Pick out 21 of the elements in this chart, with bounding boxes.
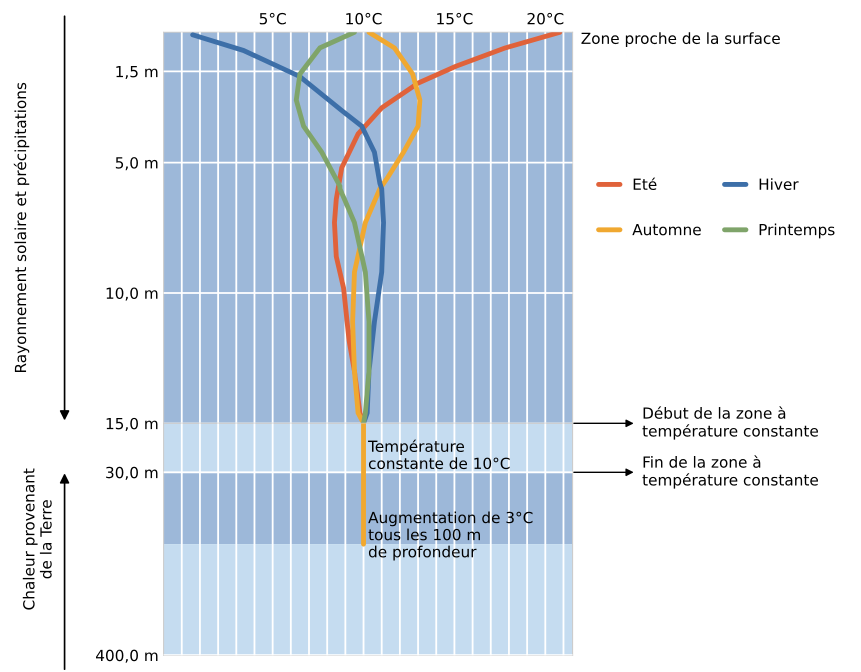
x-tick-label: 10°C xyxy=(346,12,382,24)
x-tick-label: 15°C xyxy=(437,12,472,24)
y-tick-label: 30,0 m xyxy=(106,466,158,480)
y-axis-title: Chaleur provenant de la Terre xyxy=(22,468,52,610)
legend-label: Hiver xyxy=(760,178,799,190)
y-tick-label: 400,0 m xyxy=(96,650,158,663)
y-tick-label: 5,0 m xyxy=(116,157,158,170)
annotation: Augmentation de 3°C tous les 100 m de profondeur xyxy=(368,511,532,560)
y-tick-label: 10,0 m xyxy=(106,287,158,301)
x-tick-label: 5°C xyxy=(260,12,286,24)
legend-label: Printemps xyxy=(760,224,834,238)
legend-label: Automne xyxy=(632,224,701,236)
text: Zone proche de la surface xyxy=(581,32,780,48)
y-axis-title: Rayonnement solaire et précipitations xyxy=(14,82,30,372)
legend-label: Eté xyxy=(634,178,656,190)
y-tick-label: 15,0 m xyxy=(106,418,158,431)
annotation: Température constante de 10°C xyxy=(368,440,510,470)
annotation: Début de la zone à température constante xyxy=(642,406,818,440)
y-tick-label: 1,5 m xyxy=(116,66,158,79)
annotation: Fin de la zone à température constante xyxy=(642,455,818,489)
x-tick-label: 20°C xyxy=(528,12,564,24)
